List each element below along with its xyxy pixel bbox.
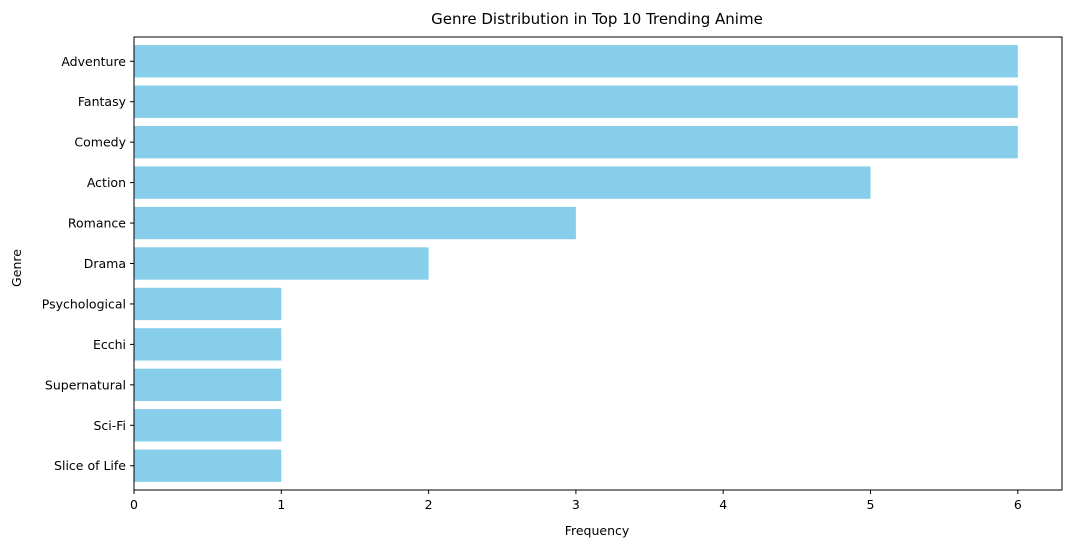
bar-psychological [134,287,282,321]
x-tick-label: 1 [277,497,285,512]
x-tick-label: 6 [1014,497,1022,512]
y-tick-label: Drama [84,256,126,271]
bar-adventure [134,45,1018,78]
y-tick-label: Sci-Fi [93,418,126,433]
y-tick-label: Comedy [74,135,126,150]
x-tick-label: 5 [867,497,875,512]
bar-romance [134,206,576,240]
x-tick-label: 0 [130,497,138,512]
y-tick-label: Romance [68,216,126,231]
x-axis: 0 1 2 3 4 5 6 [130,490,1022,512]
bars-layer [134,45,1018,482]
bar-fantasy [134,85,1018,118]
y-axis-label: Genre [9,249,24,287]
x-tick-label: 2 [425,497,433,512]
y-tick-label: Slice of Life [54,458,126,473]
chart-title: Genre Distribution in Top 10 Trending An… [431,10,763,28]
y-tick-label: Fantasy [78,94,127,109]
bar-slice-of-life [134,449,282,482]
y-tick-label: Action [87,175,126,190]
y-axis: Adventure Fantasy Comedy Action Romance Drama… [42,54,134,473]
y-tick-label: Adventure [61,54,126,69]
y-tick-label: Psychological [42,296,126,311]
x-tick-label: 4 [719,497,727,512]
bar-sci-fi [134,409,282,442]
bar-comedy [134,125,1018,159]
bar-supernatural [134,368,282,402]
bar-action [134,166,871,199]
x-axis-label: Frequency [565,523,630,538]
bar-ecchi [134,328,282,361]
y-tick-label: Supernatural [45,377,126,392]
bar-drama [134,247,429,280]
x-tick-label: 3 [572,497,580,512]
y-tick-label: Ecchi [93,337,126,352]
